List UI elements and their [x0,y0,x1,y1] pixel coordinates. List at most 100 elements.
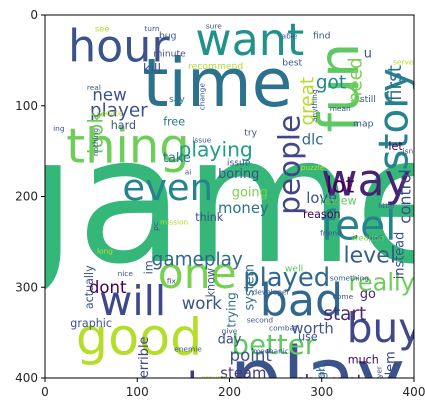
y-tick-label: 300 [15,280,38,294]
y-tick-label: 0 [30,8,38,22]
word-control: control [395,169,414,223]
word-time: time [143,44,293,122]
word-nothing: nothing [91,128,100,157]
word-able: able [282,31,298,40]
word-server: server [393,58,417,67]
word-make: make [126,365,232,410]
plot-background [45,15,414,378]
y-axis: 0 100 200 300 400 [15,8,45,385]
word-boring: boring [218,167,259,182]
word-use: use [298,331,318,344]
word-second: second [247,315,274,324]
word-think: think [195,211,223,224]
word-minute: minute [153,49,186,60]
word-got: got [316,73,346,94]
y-tick-label: 400 [15,371,38,385]
word-best: best [282,58,302,69]
word-mission: mission [160,217,189,226]
word-fun: fun [308,43,372,133]
word-hard: hard [111,119,136,132]
word-good: good [76,308,202,367]
word-game: game [0,99,425,303]
word-multiplayer: multiplayer [374,365,383,408]
word-enemie: enemie [174,344,202,353]
word-puzzle: puzzle [301,163,325,172]
word-map: map [353,118,374,129]
word-fix: fix [167,276,177,285]
word-nice: nice [118,269,134,278]
word-graphic: graphic [70,317,112,330]
word-developer: developer [253,287,291,296]
word-free: free [163,116,185,129]
word-character: character [294,372,383,393]
word-sure: sure [206,21,222,30]
word-bit: bit [393,410,403,418]
word-much: much [348,353,379,366]
word-dlc: dlc [302,132,324,149]
word-play: play [229,330,405,418]
x-tick-label: 400 [403,385,425,399]
x-tick-label: 300 [310,385,333,399]
word-friend: friend [320,228,342,237]
word-content: content [317,368,326,396]
word-playing: playing [179,137,253,161]
word-played: played [243,263,330,293]
word-find: find [313,30,330,41]
word-terrible: terrible [137,336,152,383]
word-take: take [163,151,191,166]
word-issue: issue [227,157,251,168]
word-know: know [205,268,218,297]
word-ground: ground [201,374,227,383]
word-see: see [95,24,110,34]
word-dont: dont [89,278,127,297]
word-u: u [364,47,372,62]
word-instead: instead [393,232,408,280]
word-really: really [349,269,415,297]
word-well: well [285,264,303,275]
word-end: end [88,411,103,418]
word-pc: pc [151,222,160,231]
x-tick-label: 100 [126,385,149,399]
word-love: love [306,190,337,207]
word-try: try [244,127,257,138]
word-system: system [242,264,257,311]
word-buy: buy [347,304,423,352]
word-mean: mean [330,104,351,113]
word-will: will [99,277,166,325]
word-steam: steam [220,365,266,382]
word-hour: hour [68,21,170,72]
word-recommend: recommend [188,61,243,72]
word-weapon: weapon [352,232,385,242]
word-feel: feel [321,202,397,250]
word-give: give [222,326,238,335]
word-gameplay: gameplay [152,250,243,271]
word-point: point [230,346,273,365]
word-maybe: maybe [192,383,218,392]
word-something: something [330,274,369,283]
word-review: review [320,195,357,208]
word-better: better [231,328,316,361]
word-ing: ing [53,124,65,133]
word-little: little [378,201,395,210]
word-trying: trying [224,292,238,327]
word-bad: bad [260,275,343,326]
word-want: want [195,15,304,66]
word-going: going [232,185,268,200]
word-player: player [90,101,148,122]
word-kill: kill [143,62,161,77]
word-issue: issue [192,136,211,145]
y-tick-label: 100 [15,99,38,113]
word-actually: actually [83,265,96,309]
word-work: work [182,294,223,313]
x-tick-label: 0 [41,385,49,399]
word-change: change [197,83,206,111]
x-axis: 0 100 200 300 400 [41,378,425,399]
word-bug: bug [159,30,177,41]
y-tick-label: 200 [15,190,38,204]
word-story: story [370,68,418,171]
x-tick-label: 200 [218,385,241,399]
word-go: go [360,287,376,302]
word-turn: turn [144,24,159,33]
word-real: real [87,83,101,92]
